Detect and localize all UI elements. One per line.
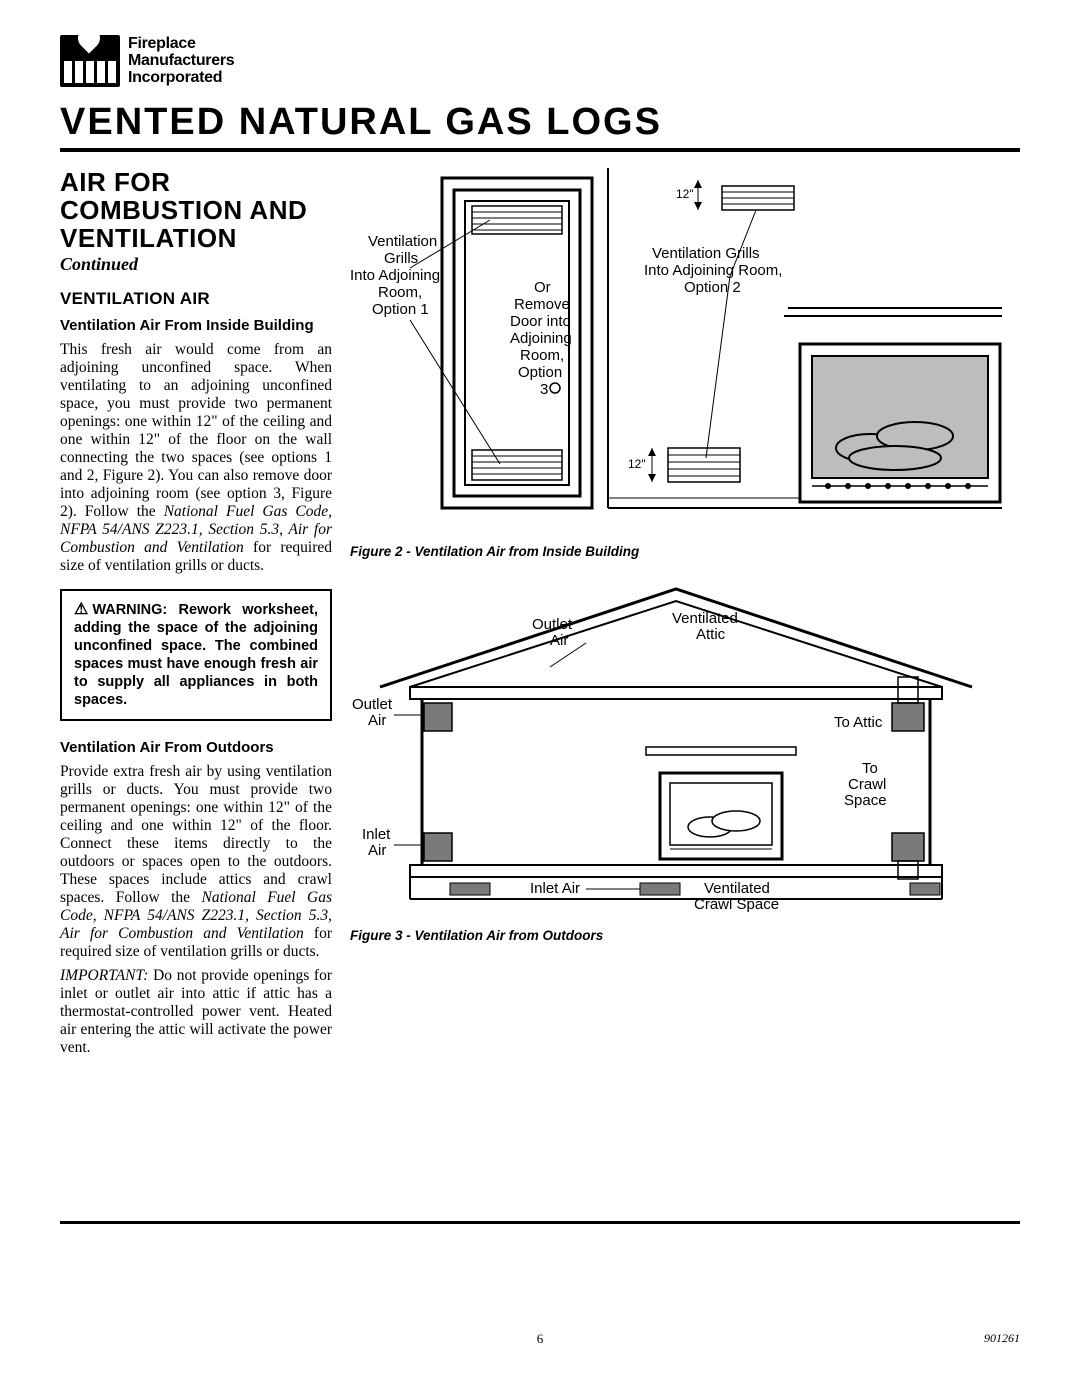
figure-2-svg: 12" 12" Ventilation Grills Into Adjoinin… (350, 168, 1002, 533)
svg-text:OutletAir: OutletAir (352, 696, 393, 729)
subheading-inside: Ventilation Air From Inside Building (60, 317, 332, 335)
continued-label: Continued (60, 254, 332, 275)
svg-text:VentilatedCrawl Space: VentilatedCrawl Space (694, 880, 779, 913)
svg-text:InletAir: InletAir (362, 826, 391, 859)
svg-text:Inlet Air: Inlet Air (530, 880, 580, 897)
page-banner: VENTED NATURAL GAS LOGS (60, 101, 1020, 144)
content-columns: AIR FOR COMBUSTION AND VENTILATION Conti… (60, 168, 1020, 1057)
fig2-dim-top: 12" (676, 187, 694, 201)
paragraph-outdoors: Provide extra fresh air by using ventila… (60, 763, 332, 961)
logo-text: Fireplace Manufacturers Incorporated (128, 35, 234, 86)
rule-bottom (60, 1221, 1020, 1224)
p1-a: This fresh air would come from an adjoin… (60, 341, 332, 520)
warning-icon: ⚠ (74, 601, 88, 619)
svg-text:OutletAir: OutletAir (532, 616, 573, 649)
svg-text:VentilatedAttic: VentilatedAttic (672, 610, 738, 643)
p2-a: Provide extra fresh air by using ventila… (60, 763, 332, 906)
figure-3-caption: Figure 3 - Ventilation Air from Outdoors (350, 928, 1020, 943)
right-column: 12" 12" Ventilation Grills Into Adjoinin… (350, 168, 1020, 1057)
svg-text:Ventilation Grills I: Ventilation Grills Into Adjoining Room, … (644, 245, 787, 296)
paragraph-important: IMPORTANT: Do not provide openings for i… (60, 967, 332, 1057)
page-footer: 6 901261 (60, 1331, 1020, 1347)
page: Fireplace Manufacturers Incorporated VEN… (60, 35, 1020, 1345)
subheading-outdoors: Ventilation Air From Outdoors (60, 739, 332, 757)
figure-3-svg: OutletAir InletAir OutletAir VentilatedA… (350, 577, 1002, 917)
page-number: 6 (537, 1331, 544, 1346)
rule-top (60, 148, 1020, 152)
fig2-dim-bottom: 12" (628, 457, 646, 471)
figure-3-wrap: OutletAir InletAir OutletAir VentilatedA… (350, 577, 1020, 943)
important-label: IMPORTANT: (60, 967, 148, 984)
section-title: AIR FOR COMBUSTION AND VENTILATION (60, 168, 332, 252)
logo-line-1: Fireplace (128, 35, 234, 52)
svg-text:ToCrawlSpace: ToCrawlSpace (844, 760, 887, 809)
paragraph-inside: This fresh air would come from an adjoin… (60, 341, 332, 575)
brand-logo: Fireplace Manufacturers Incorporated (60, 35, 1020, 95)
logo-mark (60, 35, 120, 87)
logo-line-3: Incorporated (128, 69, 234, 86)
svg-text:Ventilation Grills: Ventilation Grills Into Adjoining Room, … (350, 233, 444, 318)
logo-line-2: Manufacturers (128, 52, 234, 69)
subheading-ventilation-air: VENTILATION AIR (60, 289, 332, 309)
figure-2-caption: Figure 2 - Ventilation Air from Inside B… (350, 544, 1020, 559)
svg-text:To Attic: To Attic (834, 714, 883, 731)
svg-text:Or Remove: Or Remove Door into Adjoining Room, Opti… (510, 279, 576, 398)
left-column: AIR FOR COMBUSTION AND VENTILATION Conti… (60, 168, 332, 1057)
warning-box: ⚠WARNING: Rework worksheet, adding the s… (60, 589, 332, 721)
doc-number: 901261 (984, 1331, 1020, 1346)
warning-text: WARNING: Rework worksheet, adding the sp… (74, 602, 318, 708)
